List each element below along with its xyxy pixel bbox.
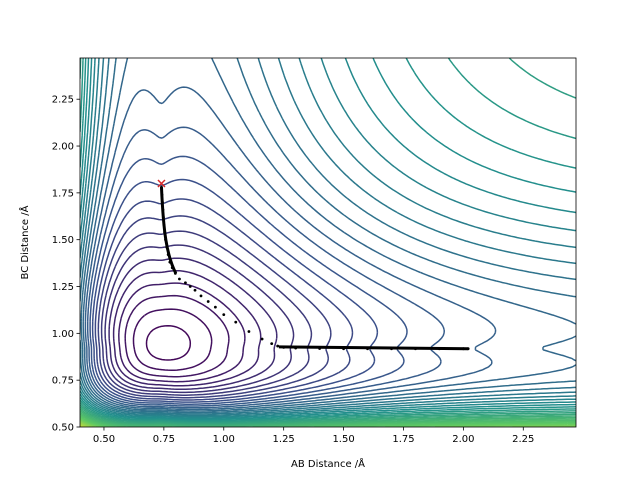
- y-tick-label: 1.25: [52, 282, 74, 293]
- trajectory-point: [199, 294, 203, 298]
- contour-line: [91, 178, 379, 403]
- contour-line: [80, 421, 92, 427]
- contour-line: [108, 257, 278, 391]
- contour-line: [80, 58, 576, 415]
- contour-line: [118, 282, 246, 383]
- contour-line: [89, 155, 408, 405]
- trajectory-point: [270, 342, 274, 346]
- trajectory-point: [206, 300, 210, 303]
- trajectory-point: [213, 305, 217, 309]
- start-marker-x: [157, 179, 166, 188]
- contour-line: [124, 294, 230, 378]
- contour-line: [80, 422, 89, 427]
- contour-lines: [80, 58, 576, 427]
- contour-line: [97, 215, 332, 399]
- contour-line: [80, 406, 576, 426]
- x-axis-label: AB Distance /Å: [291, 457, 365, 470]
- trajectory-head: [159, 187, 178, 275]
- contour-line: [80, 58, 576, 412]
- contour-line: [80, 58, 576, 422]
- contour-line: [80, 58, 576, 424]
- x-tick-label: 1.50: [332, 434, 354, 445]
- y-tick-label: 1.75: [52, 188, 74, 199]
- x-tick-label: 1.25: [273, 434, 295, 445]
- y-axis-ticks: 0.50 0.75 1.00 1.25 1.50 1.75 2.00 2.25: [52, 95, 80, 434]
- trajectory-point: [260, 337, 264, 341]
- trajectory-point: [184, 281, 187, 285]
- contour-line: [80, 408, 576, 427]
- y-tick-label: 0.50: [52, 423, 74, 434]
- y-tick-label: 1.00: [52, 329, 74, 340]
- contour-line: [80, 414, 576, 427]
- plot-frame: [79, 57, 577, 428]
- contour-line: [100, 230, 313, 396]
- contour-line: [80, 416, 576, 427]
- trajectory-point: [234, 320, 238, 324]
- x-tick-label: 0.50: [93, 434, 115, 445]
- x-tick-label: 1.75: [392, 434, 414, 445]
- contour-line: [80, 58, 576, 419]
- y-axis-label: BC Distance /Å: [18, 205, 31, 279]
- trajectory-point: [188, 285, 192, 288]
- trajectory-point: [276, 344, 280, 348]
- trajectory-points: [159, 185, 470, 351]
- start-marker: [157, 179, 166, 188]
- contour-line: [112, 269, 262, 387]
- contour-line: [80, 411, 576, 427]
- y-tick-label: 2.00: [52, 142, 74, 153]
- x-tick-label: 2.25: [512, 434, 534, 445]
- contour-line: [80, 58, 576, 417]
- contour-line: [80, 413, 576, 427]
- contour-line: [104, 244, 295, 394]
- trajectory-tail: [278, 345, 469, 351]
- x-tick-label: 2.00: [452, 434, 474, 445]
- contour-line: [84, 86, 497, 409]
- trajectory-point: [193, 288, 197, 292]
- y-tick-label: 0.75: [52, 376, 74, 387]
- trajectory-point: [222, 313, 226, 317]
- contour-line: [80, 404, 576, 425]
- contour-line: [80, 58, 576, 423]
- contour-line: [86, 126, 445, 407]
- x-axis-ticks: 0.50 0.75 1.00 1.25 1.50 1.75 2.00 2.25: [93, 427, 534, 445]
- contour-line: [82, 58, 576, 411]
- y-tick-label: 1.50: [52, 235, 74, 246]
- contour-line: [132, 308, 213, 371]
- trajectory-point: [247, 330, 251, 333]
- contour-line: [145, 325, 192, 361]
- contour-line: [80, 410, 576, 427]
- x-tick-label: 0.75: [153, 434, 175, 445]
- contour-line: [80, 58, 576, 421]
- x-tick-label: 1.00: [213, 434, 235, 445]
- contour-line: [80, 58, 576, 418]
- trajectory-point: [178, 277, 181, 281]
- contour-line: [80, 58, 576, 414]
- contour-line: [94, 198, 354, 401]
- y-tick-label: 2.25: [52, 95, 74, 106]
